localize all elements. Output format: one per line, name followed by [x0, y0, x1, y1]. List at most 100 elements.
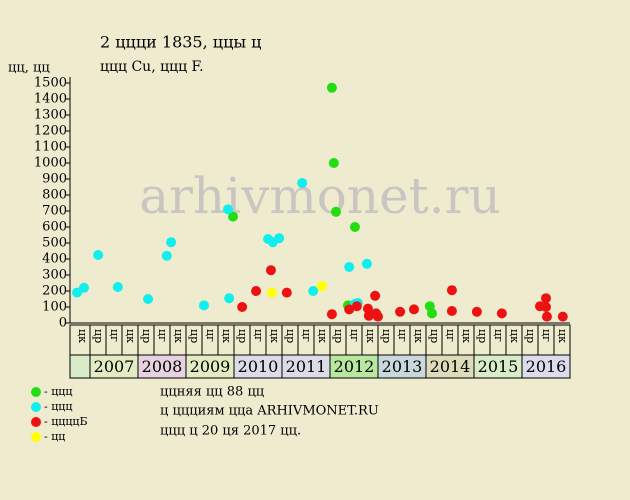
year-label: 2016: [526, 357, 567, 376]
period-label: цк: [364, 329, 377, 343]
y-tick-label: 1500: [34, 76, 67, 91]
data-point: [251, 286, 262, 296]
period-label: цр: [380, 329, 393, 343]
y-tick-label: 1000: [34, 156, 67, 171]
year-label: 2007: [94, 357, 135, 376]
data-point: [112, 282, 123, 292]
data-point: [93, 250, 104, 260]
year-label: 2009: [190, 357, 231, 376]
data-point: [274, 233, 285, 244]
period-label: цк: [172, 329, 185, 343]
data-point: [308, 286, 319, 296]
period-label: цр: [236, 329, 249, 343]
data-point: [540, 302, 551, 312]
note: ц ццциям цца ARHIVMONET.RU: [160, 404, 379, 419]
period-label: цр: [428, 329, 441, 343]
year-label: 2014: [430, 357, 471, 376]
period-label: цг: [108, 329, 121, 342]
y-axis-label: цц, цц: [8, 61, 50, 76]
y-tick-label: 900: [42, 172, 67, 187]
legend-label: - цц: [44, 430, 65, 443]
data-point: [72, 287, 83, 298]
data-point: [349, 222, 360, 232]
data-point: [471, 306, 482, 317]
period-label: цг: [300, 329, 313, 342]
data-point: [408, 304, 419, 315]
data-point: [326, 309, 337, 320]
y-tick-label: 1300: [34, 108, 67, 123]
period-label: цк: [220, 329, 233, 343]
period-label: цк: [268, 329, 281, 343]
period-label: цг: [492, 329, 505, 342]
data-point: [265, 265, 276, 276]
data-point: [446, 285, 457, 296]
period-label: цг: [444, 329, 457, 342]
data-point: [222, 204, 233, 215]
y-tick-label: 1400: [34, 92, 67, 107]
data-point: [344, 262, 355, 272]
data-point: [370, 290, 381, 301]
period-cell: [69, 354, 91, 379]
data-point: [228, 211, 239, 222]
data-point: [330, 206, 341, 217]
data-point: [166, 237, 177, 248]
period-label: цг: [252, 329, 265, 342]
year-label: 2010: [238, 357, 279, 376]
data-point: [237, 302, 248, 312]
data-point: [344, 304, 355, 315]
data-point: [446, 306, 457, 316]
period-label: цр: [476, 329, 489, 343]
period-label: цг: [156, 329, 169, 342]
data-point: [297, 178, 308, 188]
y-tick-label: 1100: [34, 140, 67, 155]
data-point: [372, 311, 383, 322]
y-tick-label: 700: [42, 204, 67, 219]
y-tick-label: 600: [42, 220, 67, 235]
y-tick-label: 300: [42, 268, 67, 283]
year-label: 2013: [382, 357, 423, 376]
data-point: [161, 250, 172, 261]
data-point: [224, 293, 235, 304]
watermark: arhivmonet.ru: [139, 167, 501, 225]
data-point: [361, 258, 372, 269]
period-label: цг: [348, 329, 361, 342]
year-label: 2011: [286, 357, 327, 376]
legend-marker: [31, 402, 41, 412]
period-label: цр: [188, 329, 201, 343]
period-label: цг: [204, 329, 217, 342]
legend-label: - ццццБ: [44, 415, 88, 428]
period-label: цк: [508, 329, 521, 343]
y-tick-label: 0: [59, 316, 67, 331]
y-tick-label: 200: [42, 284, 67, 299]
y-tick-label: 800: [42, 188, 67, 203]
legend-marker: [31, 432, 41, 442]
period-label: цр: [284, 329, 297, 343]
note: ццняя цц 88 цц: [160, 385, 264, 400]
period-label: цк: [76, 329, 89, 343]
period-label: цк: [412, 329, 425, 343]
period-label: цк: [316, 329, 329, 343]
period-label: цк: [124, 329, 137, 343]
y-tick-label: 500: [42, 236, 67, 251]
period-label: цг: [540, 329, 553, 342]
data-point: [328, 158, 339, 168]
legend-label: - ццц: [44, 400, 72, 413]
period-label: цр: [524, 329, 537, 343]
data-point: [143, 294, 154, 304]
data-point: [198, 300, 209, 311]
note: ццц ц 20 ця 2017 цц.: [160, 424, 301, 439]
y-tick-label: 100: [42, 300, 67, 315]
data-point: [316, 281, 327, 292]
year-label: 2015: [478, 357, 519, 376]
y-tick-label: 400: [42, 252, 67, 267]
year-label: 2012: [334, 357, 375, 376]
data-point: [557, 311, 568, 322]
chart-subtitle: ццц Cu, ццц F.: [100, 59, 204, 75]
data-point: [395, 306, 406, 317]
data-point: [351, 301, 362, 312]
data-point: [541, 311, 552, 322]
data-point: [540, 293, 551, 304]
chart-title: 2 ццци 1835, ццы ц: [100, 33, 261, 52]
period-row: [69, 324, 571, 356]
